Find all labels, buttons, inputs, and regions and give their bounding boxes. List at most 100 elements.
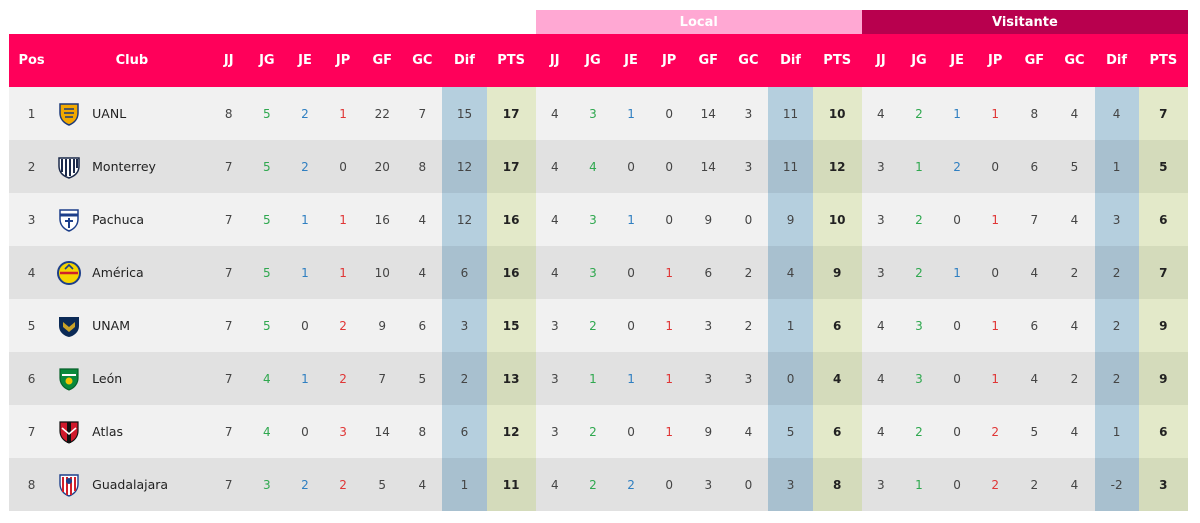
column-header-visitante-jj[interactable]: JJ — [861, 34, 900, 87]
local-je-cell: 1 — [611, 352, 651, 405]
total-pts-cell: 16 — [486, 193, 536, 246]
column-header-visitante-jp[interactable]: JP — [976, 34, 1015, 87]
column-header-total-jg[interactable]: JG — [247, 34, 286, 87]
visitante-dif-cell: 2 — [1094, 352, 1139, 405]
column-header-local-jj[interactable]: JJ — [535, 34, 574, 87]
club-cell[interactable]: UANL — [54, 87, 210, 140]
local-je-cell: 1 — [611, 87, 651, 140]
visitante-jp-cell: 2 — [976, 458, 1015, 511]
visitante-gc-cell: 2 — [1054, 246, 1095, 299]
local-pts-cell: 12 — [812, 140, 862, 193]
table-row[interactable]: 8 Guadalajara 7 3 2 2 5 4 1 11 4 2 2 0 3 0 3 8 3 1 0 2 2 4 -2 3 — [9, 458, 1188, 511]
table-row[interactable]: 7 Atlas 7 4 0 3 14 8 6 12 3 2 0 1 9 4 5 6 4 2 0 2 5 4 1 6 — [9, 405, 1188, 458]
total-jg-cell: 5 — [247, 246, 286, 299]
group-header-row: Local Visitante — [9, 10, 1188, 34]
column-header-total-pts[interactable]: PTS — [486, 34, 536, 87]
club-cell[interactable]: Monterrey — [54, 140, 210, 193]
club-name[interactable]: León — [92, 371, 123, 386]
column-header-local-gc[interactable]: GC — [728, 34, 769, 87]
visitante-dif-cell: 3 — [1094, 193, 1139, 246]
total-jj-cell: 7 — [209, 140, 248, 193]
club-cell[interactable]: Pachuca — [54, 193, 210, 246]
table-row[interactable]: 2 Monterrey 7 5 2 0 20 8 12 17 4 4 0 0 14 3 11 12 3 1 2 0 6 5 1 5 — [9, 140, 1188, 193]
club-cell[interactable]: Guadalajara — [54, 458, 210, 511]
local-jp-cell: 0 — [650, 193, 689, 246]
table-row[interactable]: 3 Pachuca 7 5 1 1 16 4 12 16 4 3 1 0 9 0 9 10 3 2 0 1 7 4 3 6 — [9, 193, 1188, 246]
total-gf-cell: 9 — [362, 299, 403, 352]
local-jp-cell: 0 — [650, 458, 689, 511]
table-row[interactable]: 4 América 7 5 1 1 10 4 6 16 4 3 0 1 6 2 4 9 3 2 1 0 4 2 2 7 — [9, 246, 1188, 299]
visitante-je-cell: 0 — [938, 352, 977, 405]
total-dif-cell: 1 — [442, 458, 487, 511]
column-header-visitante-jg[interactable]: JG — [899, 34, 939, 87]
column-header-total-gf[interactable]: GF — [362, 34, 403, 87]
local-dif-cell: 3 — [768, 458, 813, 511]
total-jp-cell: 2 — [324, 299, 363, 352]
local-jp-cell: 1 — [650, 405, 689, 458]
club-cell[interactable]: León — [54, 352, 210, 405]
club-cell[interactable]: Atlas — [54, 405, 210, 458]
total-dif-cell: 12 — [442, 140, 487, 193]
column-header-total-je[interactable]: JE — [285, 34, 325, 87]
club-cell[interactable]: América — [54, 246, 210, 299]
local-jp-cell: 0 — [650, 87, 689, 140]
standings-table: Local Visitante Pos Club JJ JG JE JP GF GC Dif… — [9, 10, 1188, 511]
club-info: América — [54, 260, 210, 286]
leon-crest-icon — [56, 366, 82, 392]
column-header-total-jp[interactable]: JP — [324, 34, 363, 87]
visitante-gf-cell: 4 — [1014, 352, 1055, 405]
local-dif-cell: 11 — [768, 87, 813, 140]
local-jp-cell: 1 — [650, 246, 689, 299]
column-header-total-gc[interactable]: GC — [402, 34, 443, 87]
visitante-je-cell: 1 — [938, 246, 977, 299]
total-gc-cell: 5 — [402, 352, 443, 405]
club-name[interactable]: Guadalajara — [92, 477, 169, 492]
visitante-group-header: Visitante — [861, 10, 1188, 34]
total-je-cell: 2 — [285, 458, 325, 511]
column-header-pos[interactable]: Pos — [9, 34, 55, 87]
total-gf-cell: 7 — [362, 352, 403, 405]
visitante-dif-cell: 1 — [1094, 140, 1139, 193]
table-row[interactable]: 1 UANL 8 5 2 1 22 7 15 17 4 3 1 0 14 3 11 10 4 2 1 1 8 4 4 7 — [9, 87, 1188, 140]
club-name[interactable]: Monterrey — [92, 159, 156, 174]
club-name[interactable]: UANL — [92, 106, 127, 121]
local-gc-cell: 2 — [728, 246, 769, 299]
table-row[interactable]: 6 León 7 4 1 2 7 5 2 13 3 1 1 1 3 3 0 4 4 3 0 1 4 2 2 9 — [9, 352, 1188, 405]
visitante-je-cell: 0 — [938, 299, 977, 352]
club-name[interactable]: Atlas — [92, 424, 124, 439]
club-cell[interactable]: UNAM — [54, 299, 210, 352]
column-header-local-pts[interactable]: PTS — [812, 34, 862, 87]
column-header-local-jp[interactable]: JP — [650, 34, 689, 87]
column-header-club[interactable]: Club — [54, 34, 210, 87]
total-pts-cell: 16 — [486, 246, 536, 299]
club-name[interactable]: Pachuca — [92, 212, 145, 227]
local-gf-cell: 6 — [688, 246, 729, 299]
total-jg-cell: 5 — [247, 140, 286, 193]
visitante-pts-cell: 7 — [1138, 87, 1188, 140]
column-header-visitante-je[interactable]: JE — [938, 34, 977, 87]
visitante-pts-cell: 3 — [1138, 458, 1188, 511]
club-name[interactable]: UNAM — [92, 318, 130, 333]
column-header-visitante-gc[interactable]: GC — [1054, 34, 1095, 87]
visitante-jj-cell: 4 — [861, 405, 900, 458]
visitante-pts-cell: 5 — [1138, 140, 1188, 193]
column-header-total-jj[interactable]: JJ — [209, 34, 248, 87]
table-row[interactable]: 5 UNAM 7 5 0 2 9 6 3 15 3 2 0 1 3 2 1 6 4 3 0 1 6 4 2 9 — [9, 299, 1188, 352]
visitante-jp-cell: 0 — [976, 246, 1015, 299]
visitante-jg-cell: 1 — [899, 140, 939, 193]
column-header-local-gf[interactable]: GF — [688, 34, 729, 87]
column-header-visitante-pts[interactable]: PTS — [1138, 34, 1188, 87]
visitante-jj-cell: 4 — [861, 87, 900, 140]
column-header-visitante-dif[interactable]: Dif — [1094, 34, 1139, 87]
column-header-total-dif[interactable]: Dif — [442, 34, 487, 87]
column-header-visitante-gf[interactable]: GF — [1014, 34, 1055, 87]
local-dif-cell: 5 — [768, 405, 813, 458]
total-jp-cell: 2 — [324, 458, 363, 511]
pachuca-crest-icon — [56, 207, 82, 233]
column-header-local-je[interactable]: JE — [611, 34, 651, 87]
column-header-local-jg[interactable]: JG — [573, 34, 612, 87]
column-header-local-dif[interactable]: Dif — [768, 34, 813, 87]
visitante-gc-cell: 2 — [1054, 352, 1095, 405]
club-name[interactable]: América — [92, 265, 144, 280]
